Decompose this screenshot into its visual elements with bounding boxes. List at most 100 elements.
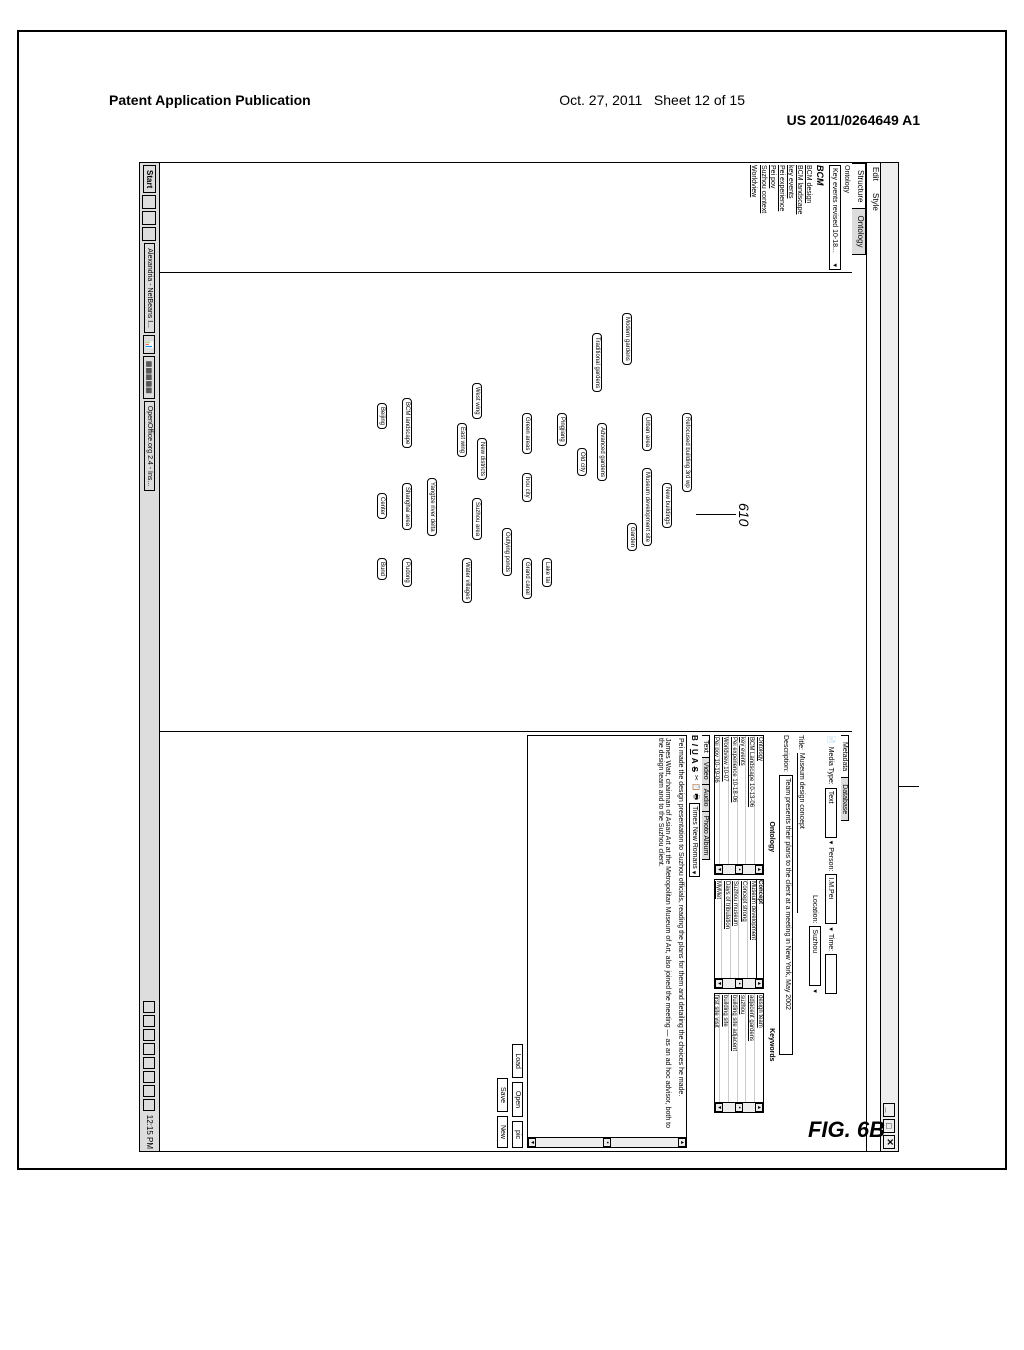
list-item[interactable]: adjacent gardens [745, 994, 754, 1112]
open-button[interactable]: Open [512, 1082, 523, 1117]
graph-node[interactable]: New buildings [662, 483, 672, 528]
list-item[interactable]: Pei pov 10-19-06 [714, 736, 719, 874]
graph-node[interactable]: Grand canal [522, 558, 532, 599]
chevron-down-icon[interactable]: ▾ [811, 989, 819, 993]
taskbar-task[interactable]: OpenOffice.org 2.4 - Ins... [144, 401, 155, 491]
graph-node[interactable]: Traditional gardens [592, 333, 602, 392]
maximize-button[interactable]: □ [884, 1119, 896, 1133]
tab-video[interactable]: Video [702, 757, 710, 785]
graph-node[interactable]: Green areas [522, 413, 532, 454]
tray-icon[interactable] [144, 1057, 156, 1069]
taskbar-icon[interactable] [143, 211, 157, 225]
list-item[interactable]: MyMet [714, 880, 721, 988]
media-type-field[interactable] [825, 788, 837, 838]
chevron-down-icon[interactable]: ▾ [827, 927, 835, 931]
graph-node[interactable]: Museum development site [642, 468, 652, 546]
tray-icon[interactable] [144, 1043, 156, 1055]
list-item[interactable]: suzhou [737, 994, 746, 1112]
tray-icon[interactable] [144, 1029, 156, 1041]
graph-node[interactable]: Urban area [642, 413, 652, 451]
taskbar-icon[interactable] [143, 195, 157, 209]
tab-database[interactable]: Database [841, 777, 849, 821]
graph-node[interactable]: Pudong [402, 558, 412, 587]
menu-edit[interactable]: Edit [871, 167, 880, 181]
sidebar-item[interactable]: BCM design [804, 165, 813, 270]
title-field[interactable]: Museum design concept [797, 753, 805, 913]
location-field[interactable] [809, 926, 821, 986]
text-editor[interactable]: Pei made the design presentation to Suzh… [527, 735, 687, 1148]
font-color-button[interactable]: A [690, 758, 699, 764]
graph-node[interactable]: Water villages [462, 558, 472, 603]
pic-button[interactable]: pic [512, 1121, 523, 1148]
tab-audio[interactable]: Audio [702, 784, 710, 812]
graph-node[interactable]: Center [377, 493, 387, 519]
list-item[interactable]: key events [737, 736, 746, 874]
menu-style[interactable]: Style [871, 193, 880, 211]
graph-node[interactable]: Yangtze river delta [427, 478, 437, 536]
list-item[interactable]: design team [754, 994, 763, 1112]
list-item[interactable]: BCM Landscape 10-13-06 [745, 736, 754, 874]
concept-listbox[interactable]: Concept Museum developmentConcept strong… [714, 879, 764, 989]
ontology-dropdown[interactable]: Key events revised 10-18...▾ [829, 165, 841, 270]
italic-button[interactable]: I [690, 744, 699, 746]
graph-node[interactable]: Shanghai area [402, 483, 412, 530]
start-button[interactable]: Start [143, 165, 156, 193]
new-button[interactable]: New [497, 1116, 508, 1148]
font-selector[interactable]: Times New Romans ▾ [689, 803, 700, 877]
strike-button[interactable]: S [690, 767, 699, 772]
clipboard-icons[interactable]: ✂ 📋 🖶 [689, 775, 700, 800]
graph-node[interactable]: East wing [457, 423, 467, 457]
graph-node[interactable]: Beijing [377, 403, 387, 429]
tab-ontology[interactable]: Ontology [852, 208, 866, 254]
graph-node[interactable]: New districts [477, 438, 487, 480]
graph-node[interactable]: BCM landscape [402, 398, 412, 448]
time-field[interactable] [825, 954, 837, 994]
taskbar-icon[interactable] [143, 227, 157, 241]
underline-button[interactable]: U [690, 749, 699, 755]
sidebar-item[interactable]: Pei pov [768, 165, 777, 270]
graph-node[interactable]: West wing [472, 383, 482, 419]
list-item[interactable]: Pei experience 10-18-06 [728, 736, 737, 874]
list-item[interactable]: Museum development [747, 880, 756, 988]
graph-node[interactable]: Outlying ponds [502, 528, 512, 576]
taskbar-task[interactable]: ▦▦▦▦▦ [144, 356, 156, 399]
save-button[interactable]: Save [497, 1078, 508, 1112]
minimize-button[interactable]: _ [884, 1103, 896, 1117]
graph-node[interactable]: Suzhou area [472, 498, 482, 540]
description-box[interactable]: Team presents their plans to the client … [779, 775, 793, 1055]
list-item[interactable]: Ontology [754, 736, 763, 874]
graph-node[interactable]: hou city [522, 473, 532, 502]
tab-structure[interactable]: Structure [852, 163, 866, 209]
keywords-listbox[interactable]: design teamadjacent gardenssuzhoubuildin… [714, 993, 764, 1113]
graph-node[interactable]: Bund [377, 558, 387, 580]
sidebar-item[interactable]: key events [786, 165, 795, 270]
sidebar-item[interactable]: Suzhou context [758, 165, 767, 270]
list-item[interactable]: Days of tribulation [721, 880, 730, 988]
graph-node[interactable]: Refocused building 3rd wp [682, 413, 692, 492]
person-field[interactable] [825, 874, 837, 924]
list-item[interactable]: Worldview 10-07 [719, 736, 728, 874]
graph-node[interactable]: Pingjiang [557, 413, 567, 446]
sidebar-item[interactable]: Pei experience [777, 165, 786, 270]
list-item[interactable]: building site [719, 994, 728, 1112]
scrollbar[interactable]: ▴▪▾ [528, 1137, 686, 1147]
list-item[interactable]: Suzhou museum [730, 880, 739, 988]
tray-icon[interactable] [144, 1071, 156, 1083]
list-item[interactable]: building site adjacent [728, 994, 737, 1112]
graph-node[interactable]: Advanced gardens [597, 423, 607, 481]
ontology-listbox[interactable]: OntologyBCM Landscape 10-13-06key events… [714, 735, 764, 875]
graph-canvas[interactable]: 610 Modern gardensTraditional gardensRef… [160, 273, 852, 731]
graph-node[interactable]: Lake tai [542, 558, 552, 587]
tray-icon[interactable] [144, 1001, 156, 1013]
graph-node[interactable]: Garden [627, 523, 637, 551]
list-item[interactable]: first site visit [714, 994, 719, 1112]
graph-node[interactable]: Modern gardens [622, 313, 632, 365]
load-button[interactable]: Load [512, 1044, 523, 1078]
sidebar-item[interactable]: BCM landscape [795, 165, 804, 270]
tab-metadata[interactable]: Metadata [841, 735, 849, 778]
taskbar-task[interactable]: Alexandria - NetBeans I... [144, 243, 155, 333]
scrollbar[interactable]: ▴▪▾ [715, 978, 763, 988]
tray-icon[interactable] [144, 1085, 156, 1097]
tab-text[interactable]: Text [702, 735, 710, 758]
taskbar-task[interactable]: 📊 [144, 335, 156, 354]
